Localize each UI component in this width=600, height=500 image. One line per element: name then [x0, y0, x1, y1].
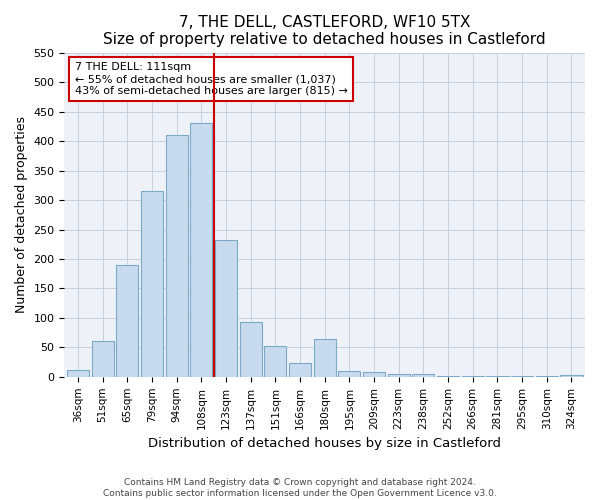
- Bar: [141, 191, 163, 377]
- Bar: [511, 376, 533, 377]
- Title: 7, THE DELL, CASTLEFORD, WF10 5TX
Size of property relative to detached houses i: 7, THE DELL, CASTLEFORD, WF10 5TX Size o…: [103, 15, 546, 48]
- Bar: [239, 322, 262, 377]
- Bar: [338, 371, 361, 377]
- Bar: [412, 374, 434, 377]
- Text: 7 THE DELL: 111sqm
← 55% of detached houses are smaller (1,037)
43% of semi-deta: 7 THE DELL: 111sqm ← 55% of detached hou…: [75, 62, 347, 96]
- Bar: [67, 370, 89, 377]
- Bar: [314, 338, 336, 377]
- X-axis label: Distribution of detached houses by size in Castleford: Distribution of detached houses by size …: [148, 437, 501, 450]
- Bar: [215, 240, 237, 377]
- Bar: [437, 376, 459, 377]
- Bar: [536, 376, 558, 377]
- Bar: [487, 376, 509, 377]
- Bar: [190, 124, 212, 377]
- Bar: [116, 265, 139, 377]
- Text: Contains HM Land Registry data © Crown copyright and database right 2024.
Contai: Contains HM Land Registry data © Crown c…: [103, 478, 497, 498]
- Bar: [388, 374, 410, 377]
- Bar: [560, 375, 583, 377]
- Bar: [92, 342, 114, 377]
- Bar: [166, 135, 188, 377]
- Bar: [363, 372, 385, 377]
- Y-axis label: Number of detached properties: Number of detached properties: [15, 116, 28, 314]
- Bar: [264, 346, 286, 377]
- Bar: [461, 376, 484, 377]
- Bar: [289, 362, 311, 377]
